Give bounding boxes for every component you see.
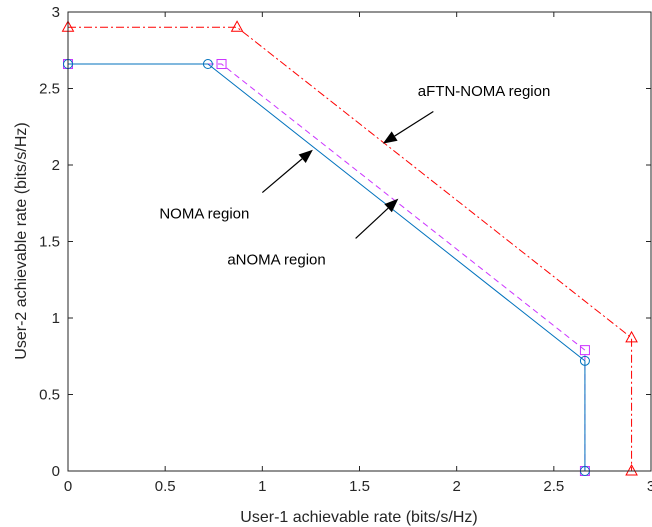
annotation-arrow-head — [384, 198, 399, 213]
data-point-noma — [579, 355, 590, 366]
annotation-arrow-head — [382, 131, 398, 144]
y-tick-label: 1 — [52, 310, 60, 327]
tick-layer: 0 0.5 1 1.5 2 2.5 3 0 0.5 1 1.5 2 2.5 3 — [39, 4, 652, 495]
annotation-arrow-shaft — [394, 110, 434, 137]
data-point-noma — [202, 59, 213, 70]
data-point-aftn — [625, 463, 638, 476]
x-axis-label: User-1 achievable rate (bits/s/Hz) — [240, 509, 477, 526]
x-tick-label: 3 — [647, 478, 652, 495]
y-tick-label: 3 — [52, 4, 60, 21]
plot-area — [68, 12, 651, 471]
x-tick-label: 0.5 — [155, 478, 176, 495]
y-axis-label: User-2 achievable rate (bits/s/Hz) — [13, 122, 30, 359]
y-tick-label: 2.5 — [39, 81, 60, 98]
x-tick-label: 1.5 — [349, 478, 370, 495]
annotation-layer: aFTN-NOMA region NOMA region aNOMA region — [159, 83, 550, 268]
y-tick-label: 1.5 — [39, 234, 60, 251]
series-line-noma — [68, 63, 586, 471]
data-point-anoma — [579, 345, 590, 356]
y-tick-label: 2 — [52, 157, 60, 174]
series-aftn — [61, 20, 638, 476]
annotation-text: NOMA region — [159, 206, 249, 223]
annotation: aNOMA region — [227, 198, 399, 268]
data-point-aftn — [230, 20, 244, 32]
annotation-arrow-shaft — [261, 158, 303, 193]
annotation-text: aNOMA region — [227, 251, 325, 268]
annotation-arrow-shaft — [355, 207, 389, 239]
plot-frame — [67, 11, 652, 472]
x-tick-label: 0 — [64, 478, 72, 495]
annotation-arrow-head — [298, 149, 313, 163]
series-line-anoma — [68, 63, 586, 471]
series-line-aftn — [68, 26, 633, 471]
y-tick-label: 0.5 — [39, 387, 60, 404]
annotation: NOMA region — [159, 149, 313, 223]
x-tick-label: 2.5 — [543, 478, 564, 495]
data-point-anoma — [216, 59, 227, 70]
y-tick-label: 0 — [52, 463, 60, 480]
x-tick-label: 2 — [452, 478, 460, 495]
annotation: aFTN-NOMA region — [382, 83, 551, 144]
x-tick-label: 1 — [258, 478, 266, 495]
annotation-text: aFTN-NOMA region — [418, 83, 551, 100]
data-point-aftn — [625, 330, 638, 343]
